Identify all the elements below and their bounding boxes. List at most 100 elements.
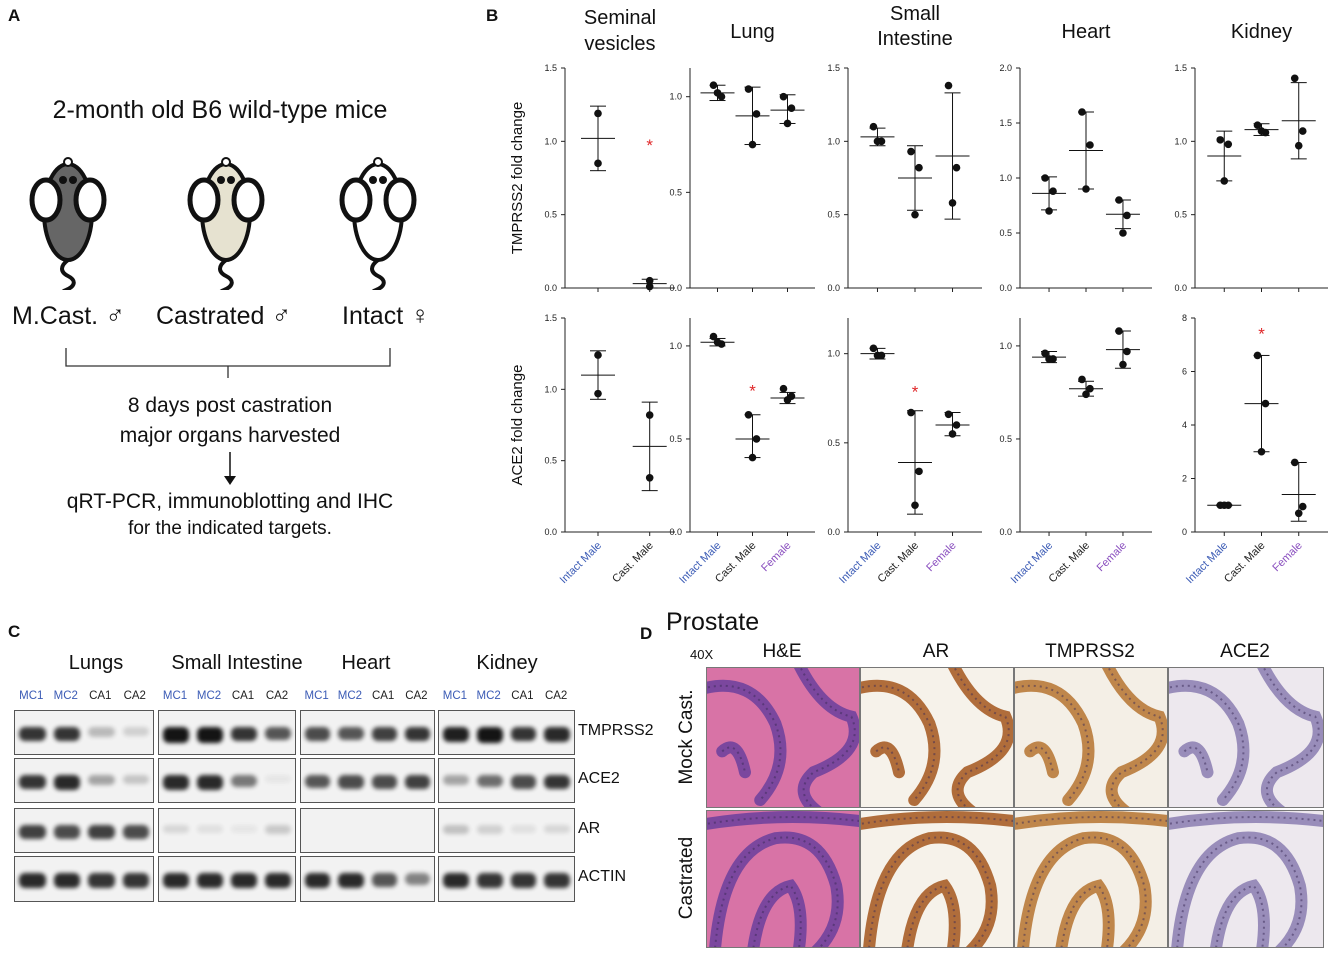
protein-band: [443, 873, 469, 889]
x-tick-label: Cast. Male: [1222, 540, 1268, 586]
group-label-mock-castrated: M.Cast. ♂: [12, 300, 125, 330]
y-tick-label: 2.0: [999, 63, 1012, 73]
protein-band: [19, 726, 46, 742]
protein-band: [338, 726, 364, 741]
protein-band: [231, 774, 257, 787]
protein-band: [197, 873, 223, 889]
y-tick-label: 0.5: [544, 456, 557, 466]
data-point: [1216, 136, 1225, 144]
protein-band: [305, 774, 331, 789]
prostate-title: Prostate: [666, 608, 760, 636]
data-point: [744, 410, 753, 419]
y-tick-label: 0.0: [544, 283, 557, 293]
blot-tissue-label: Kidney: [476, 652, 538, 674]
blot-target-label: TMPRSS2: [578, 722, 654, 739]
data-point: [1115, 196, 1123, 204]
protein-band: [305, 873, 331, 889]
blot-strip: [158, 710, 296, 755]
x-tick-label: Female: [924, 540, 958, 574]
lane-label: CA1: [89, 690, 112, 702]
ihc-row-label: Mock Cast.: [676, 688, 697, 785]
data-point: [645, 411, 654, 419]
data-point: [594, 351, 602, 359]
data-point: [1078, 375, 1086, 384]
stain-label: ACE2: [1220, 641, 1270, 662]
blot-strip: [14, 710, 154, 755]
data-point: [752, 435, 761, 443]
x-tick-label: Cast. Male: [875, 540, 921, 586]
y-tick-label: 0.5: [544, 210, 557, 220]
data-point: [952, 421, 961, 429]
organ-title: Heart: [1062, 21, 1111, 43]
protein-band: [544, 824, 570, 834]
data-point: [911, 210, 919, 219]
lane-label: CA2: [544, 690, 568, 702]
blot-strip: [438, 758, 575, 803]
protein-band: [163, 873, 189, 889]
organ-title: vesicles: [584, 33, 655, 55]
data-point: [1257, 447, 1266, 456]
ihc-image: [860, 810, 1014, 948]
assay-line-2: for the indicated targets.: [128, 518, 332, 539]
protein-band: [443, 824, 469, 835]
y-tick-label: 0.5: [827, 438, 840, 448]
data-point: [915, 163, 923, 172]
y-tick-label: 0.5: [1174, 210, 1187, 220]
data-point: [1298, 502, 1307, 511]
panel-letter-c: C: [8, 622, 21, 641]
protein-band: [197, 774, 223, 790]
group-label-castrated: Castrated ♂: [156, 300, 292, 330]
data-point: [1224, 140, 1233, 149]
organ-title: Kidney: [1231, 21, 1292, 43]
protein-band: [197, 824, 223, 834]
data-point: [1082, 390, 1090, 399]
protein-band: [510, 726, 537, 742]
protein-band: [53, 726, 80, 742]
blot-strip: [438, 808, 575, 853]
data-point: [1123, 347, 1131, 356]
panel-letter-d: D: [640, 624, 653, 643]
data-point: [948, 199, 957, 207]
protein-band: [476, 873, 503, 888]
data-point: [1253, 351, 1262, 360]
protein-band: [371, 873, 397, 887]
blot-strip: [14, 808, 154, 853]
y-tick-label: 0.5: [669, 434, 682, 444]
stain-label: AR: [922, 641, 950, 662]
lane-label: MC2: [196, 690, 222, 702]
panel-letter-b: B: [486, 6, 499, 25]
y-tick-label: 0.5: [669, 187, 682, 197]
data-point: [1220, 177, 1229, 185]
data-point: [1261, 399, 1270, 408]
protein-band: [122, 873, 149, 888]
y-tick-label: 1.0: [827, 136, 840, 146]
y-tick-label: 1.0: [544, 384, 557, 394]
y-tick-label: 8: [1182, 313, 1187, 323]
data-point: [869, 122, 878, 131]
scatter-chart: 0.0 0.5 1.0 1.5: [1174, 63, 1328, 293]
blot-target-label: AR: [578, 820, 601, 837]
protein-band: [305, 726, 331, 741]
protein-band: [443, 726, 469, 743]
data-point: [645, 276, 654, 285]
data-point: [944, 410, 953, 419]
protein-band: [510, 873, 537, 888]
data-point: [713, 89, 722, 97]
data-point: [1220, 501, 1229, 510]
y-tick-label: 0.0: [999, 283, 1012, 293]
y-tick-label: 0.5: [827, 210, 840, 220]
down-arrow-icon: [224, 452, 236, 485]
x-tick-label: Female: [759, 540, 793, 574]
lane-label: MC1: [19, 690, 44, 702]
data-point: [1086, 384, 1094, 393]
data-point: [1257, 127, 1266, 135]
blot-tissue-label: Small Intestine: [171, 652, 303, 674]
lane-label: CA2: [123, 690, 146, 702]
protein-band: [163, 824, 189, 834]
panel-letter-a: A: [8, 6, 21, 25]
protein-band: [231, 726, 257, 742]
organ-title: Intestine: [877, 28, 953, 50]
ihc-image: [860, 667, 1014, 808]
